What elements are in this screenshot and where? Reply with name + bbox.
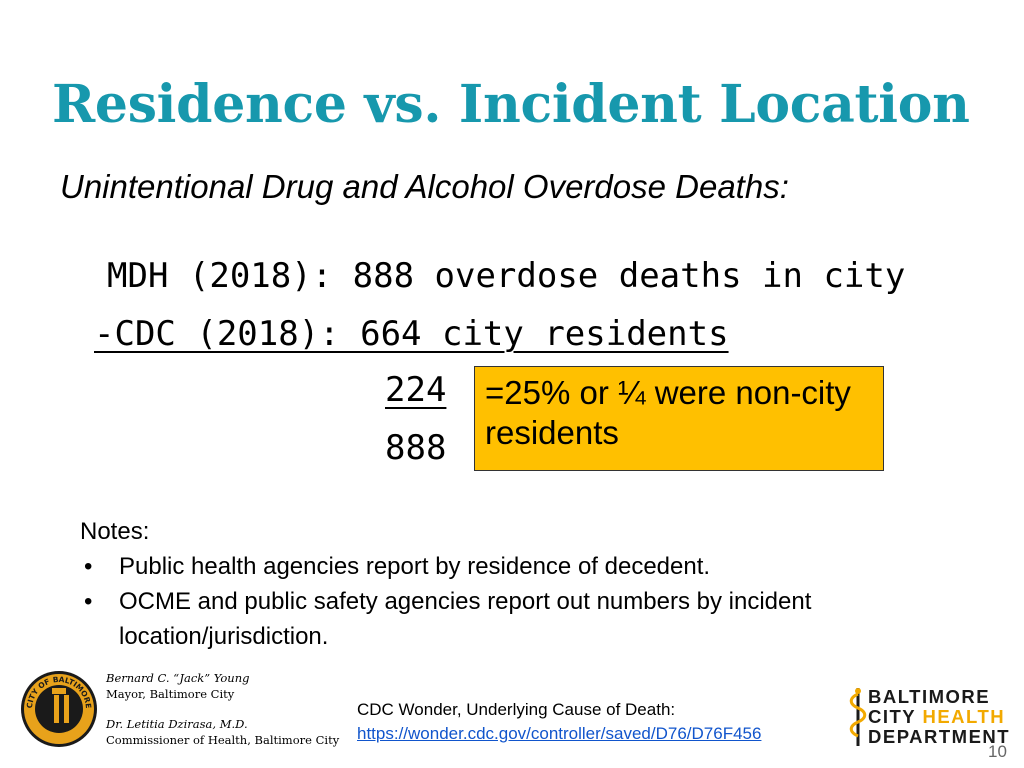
notes-section: Notes: • Public health agencies report by… <box>80 514 959 654</box>
logo-line-department: DEPARTMENT <box>868 726 1011 747</box>
notes-list: • Public health agencies report by reside… <box>80 549 959 654</box>
source-label: CDC Wonder, Underlying Cause of Death: <box>357 700 676 719</box>
total-value: 888 <box>385 428 447 468</box>
note-text: OCME and public safety agencies report o… <box>119 588 812 650</box>
source-link[interactable]: https://wonder.cdc.gov/controller/saved/… <box>357 724 762 743</box>
callout-box: =25% or ¼ were non-city residents <box>474 366 884 471</box>
notes-heading: Notes: <box>80 518 150 545</box>
logo-city: CITY <box>868 706 916 727</box>
logo-line-baltimore: BALTIMORE <box>868 686 991 707</box>
bullet-icon: • <box>84 553 93 580</box>
logo-health: HEALTH <box>922 706 1006 727</box>
mayor-title: Mayor, Baltimore City <box>106 687 235 701</box>
bullet-icon: • <box>84 588 93 615</box>
source-citation: CDC Wonder, Underlying Cause of Death: h… <box>357 698 761 746</box>
caduceus-icon <box>849 688 867 746</box>
difference-value: 224 <box>385 370 447 410</box>
city-seal-icon: CITY OF BALTIMORE <box>21 671 97 747</box>
health-department-logo: BALTIMORE CITY HEALTH DEPARTMENT <box>848 686 1011 748</box>
commissioner-title: Commissioner of Health, Baltimore City <box>106 733 340 747</box>
logo-line-city-health: CITY HEALTH <box>868 707 1005 727</box>
mdh-statistic: MDH (2018): 888 overdose deaths in city <box>107 256 906 296</box>
cdc-statistic: -CDC (2018): 664 city residents <box>94 314 729 354</box>
officials-block: Bernard C. “Jack” Young Mayor, Baltimore… <box>106 670 339 748</box>
note-text: Public health agencies report by residen… <box>119 553 711 580</box>
page-number: 10 <box>988 742 1007 761</box>
slide-title: Residence vs. Incident Location <box>52 74 970 135</box>
list-item: • Public health agencies report by reside… <box>80 549 959 584</box>
commissioner-name: Dr. Letitia Dzirasa, M.D. <box>106 717 248 731</box>
mayor-name: Bernard C. “Jack” Young <box>106 671 250 685</box>
slide-subtitle: Unintentional Drug and Alcohol Overdose … <box>60 168 789 205</box>
list-item: • OCME and public safety agencies report … <box>80 584 959 654</box>
